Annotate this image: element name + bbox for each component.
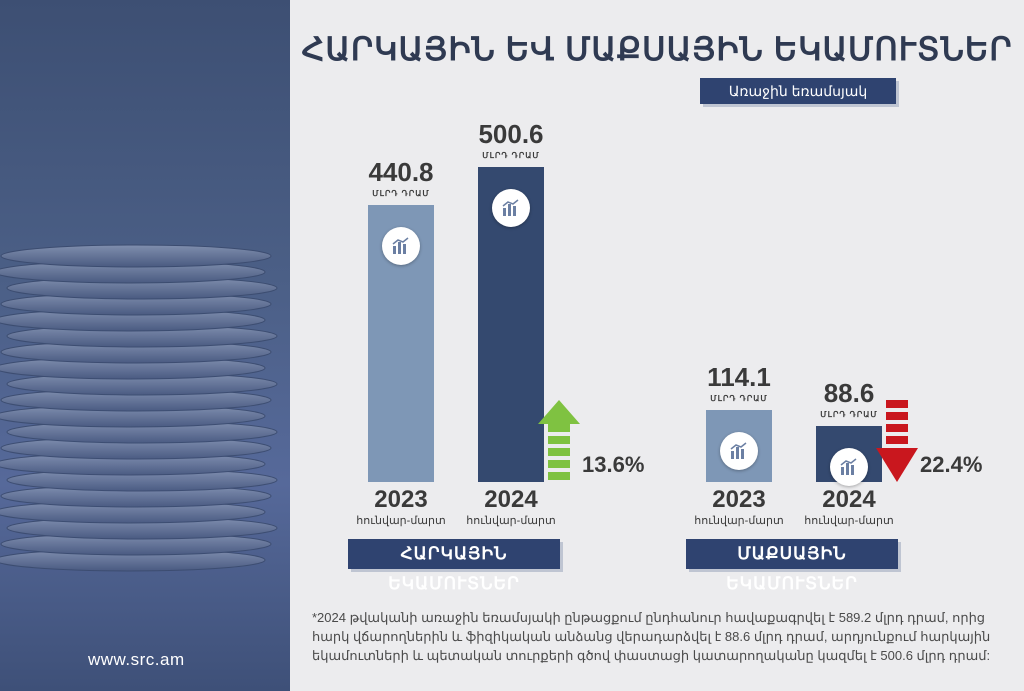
tick-label: 2024: [822, 486, 876, 513]
coin: [0, 244, 272, 268]
coin-stack-illustration: [0, 244, 278, 572]
website-url[interactable]: www.src.am: [88, 650, 185, 669]
period-label: հունվար-մարտ: [804, 515, 894, 527]
bar-chart-icon: [830, 448, 868, 487]
category-badge: ՀԱՐԿԱՅԻՆ ԵԿԱՄՈՒՏՆԵՐ: [348, 539, 560, 593]
unit-label: ՄԼՐԴ ԴՐԱՄ: [820, 410, 878, 420]
unit-label: ՄԼՐԴ ԴՐԱՄ: [372, 188, 430, 198]
arrow-down-icon: [876, 400, 918, 482]
change-label: 22.4%: [920, 452, 983, 477]
period-label: հունվար-մարտ: [356, 515, 446, 527]
data-label: 88.6: [823, 378, 875, 409]
data-label: 114.1: [707, 362, 771, 393]
category-badge: ՄԱՔՍԱՅԻՆ ԵԿԱՄՈՒՏՆԵՐ: [686, 539, 898, 593]
period-badge: Առաջին եռամսյակ: [700, 78, 896, 104]
unit-label: ՄԼՐԴ ԴՐԱՄ: [482, 151, 540, 160]
period-label: հունվար-մարտ: [466, 515, 556, 527]
bar-chart-icon: [382, 226, 420, 265]
bar-chart-icon: [492, 189, 530, 227]
bar-chart-icon: [720, 432, 758, 471]
period-label: հունվար-մարտ: [694, 515, 784, 527]
data-label: 440.8: [368, 156, 434, 187]
arrow-up-icon: [538, 400, 580, 480]
coins-photo-panel: www.src.am: [0, 0, 290, 691]
unit-label: ՄԼՐԴ ԴՐԱՄ: [710, 394, 768, 404]
data-label: 500.6: [478, 119, 544, 149]
tick-label: 2024: [484, 486, 538, 513]
tick-label: 2023: [712, 486, 766, 513]
change-label: 13.6%: [582, 452, 645, 477]
page-title: ՀԱՐԿԱՅԻՆ ԵՎ ՄԱՔՍԱՅԻՆ ԵԿԱՄՈՒՏՆԵՐ: [301, 31, 1013, 67]
tick-label: 2023: [374, 486, 428, 513]
footnote: *2024 թվականի առաջին եռամսյակի ընթացքում…: [312, 610, 991, 663]
infographic-content: ՀԱՐԿԱՅԻՆ ԵՎ ՄԱՔՍԱՅԻՆ ԵԿԱՄՈՒՏՆԵՐ Առաջին ե…: [290, 0, 1024, 691]
